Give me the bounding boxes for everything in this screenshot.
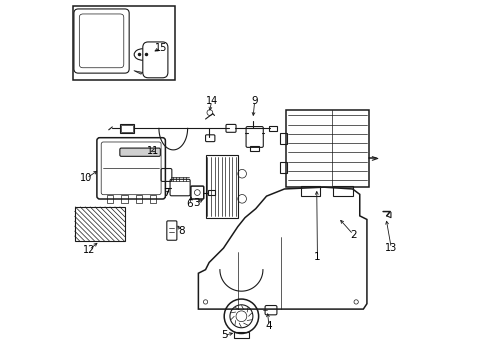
Bar xyxy=(73,6,175,80)
Bar xyxy=(286,110,368,187)
Bar xyxy=(270,126,276,131)
Bar xyxy=(107,195,113,203)
Bar xyxy=(280,134,287,144)
FancyBboxPatch shape xyxy=(143,42,168,78)
Text: 12: 12 xyxy=(83,245,95,255)
Bar xyxy=(333,186,353,196)
Bar xyxy=(74,207,125,241)
Text: 11: 11 xyxy=(147,145,160,156)
Bar xyxy=(150,195,156,203)
Text: 1: 1 xyxy=(314,252,321,262)
Text: 15: 15 xyxy=(154,43,167,53)
Text: 10: 10 xyxy=(80,173,93,183)
Bar xyxy=(300,186,320,196)
Text: 2: 2 xyxy=(350,230,357,239)
Bar xyxy=(120,124,134,133)
Text: 7: 7 xyxy=(163,188,170,198)
Text: 13: 13 xyxy=(385,243,397,253)
Bar xyxy=(250,145,259,151)
Bar xyxy=(208,190,215,195)
Text: 14: 14 xyxy=(205,96,218,106)
Bar xyxy=(122,125,133,132)
Text: 9: 9 xyxy=(251,96,258,106)
Text: 6: 6 xyxy=(187,199,193,210)
Bar xyxy=(205,155,238,218)
FancyBboxPatch shape xyxy=(120,148,160,156)
Bar xyxy=(280,162,287,173)
Bar xyxy=(122,195,128,203)
Polygon shape xyxy=(134,71,143,74)
Bar xyxy=(234,332,248,338)
Text: 3: 3 xyxy=(193,198,200,208)
Bar xyxy=(136,195,142,203)
Text: 4: 4 xyxy=(266,321,272,331)
Text: 5: 5 xyxy=(221,330,228,340)
Text: 8: 8 xyxy=(178,226,184,236)
